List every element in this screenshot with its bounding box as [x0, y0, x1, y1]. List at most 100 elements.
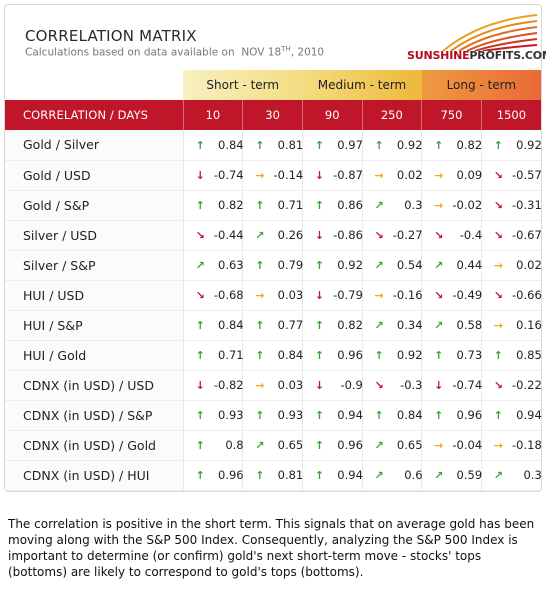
- arrow-right-icon: →: [374, 289, 384, 302]
- correlation-cell: → -0.16: [362, 280, 423, 311]
- correlation-cell: ↘ -0.27: [362, 220, 423, 251]
- correlation-cell: ↘ -0.67: [481, 220, 542, 251]
- correlation-value: 0.94: [337, 468, 363, 482]
- correlation-value: 0.93: [218, 408, 244, 422]
- correlation-cell: ↑ 0.97: [302, 130, 363, 161]
- correlation-cell: ↘ -0.57: [481, 160, 542, 191]
- column-header-label: CORRELATION / DAYS: [5, 100, 184, 130]
- band-long-term: Long - term: [421, 70, 541, 100]
- correlation-value: 0.73: [456, 348, 483, 362]
- correlation-value: -0.02: [452, 198, 483, 212]
- correlation-value: 0.92: [396, 137, 423, 152]
- arrow-down-icon: ↓: [314, 229, 325, 242]
- correlation-cell: ↘ -0.66: [481, 280, 542, 311]
- table-row: CDNX (in USD) / USD ↓ -0.82 → 0.03 ↓ -0.9 ↘ -0.3…: [5, 370, 542, 401]
- sun-rays-icon: [442, 14, 538, 51]
- analysis-note: The correlation is positive in the short…: [8, 517, 535, 579]
- correlation-value: -0.31: [512, 198, 542, 212]
- arrow-right-icon: →: [255, 289, 265, 302]
- correlation-cell: ↑ 0.93: [242, 400, 303, 431]
- correlation-value: -0.87: [333, 168, 363, 182]
- correlation-cell: ↓ -0.9: [302, 370, 363, 401]
- arrow-down-right-icon: ↘: [195, 229, 205, 242]
- arrow-up-right-icon: ↗: [374, 319, 384, 332]
- correlation-cell: ↑ 0.96: [183, 460, 244, 491]
- correlation-cell: ↗ 0.44: [421, 250, 483, 281]
- correlation-value: 0.92: [396, 348, 423, 362]
- column-header-days-750: 750: [421, 100, 482, 130]
- arrow-up-right-icon: ↗: [374, 469, 384, 482]
- correlation-value: 0.63: [218, 258, 244, 272]
- correlation-value: 0.82: [456, 137, 483, 152]
- correlation-value: 0.82: [337, 318, 363, 332]
- band-short-term: Short - term: [183, 70, 303, 100]
- correlation-cell: → 0.02: [481, 250, 542, 281]
- arrow-up-icon: ↑: [434, 349, 444, 362]
- correlation-cell: ↗ 0.58: [421, 310, 482, 341]
- correlation-cell: ↗ 0.3: [362, 190, 423, 221]
- arrow-down-icon: ↓: [314, 379, 325, 392]
- correlation-value: -0.18: [512, 438, 542, 452]
- row-label: HUI / Gold: [5, 340, 184, 371]
- correlation-value: 0.03: [277, 378, 304, 392]
- correlation-value: 0.26: [277, 228, 304, 242]
- column-header-days-10: 10: [183, 100, 244, 130]
- arrow-up-icon: ↑: [195, 319, 205, 332]
- correlation-value: -0.66: [512, 288, 542, 302]
- band-medium-term: Medium - term: [302, 70, 422, 100]
- correlation-cell: ↑ 0.85: [481, 340, 542, 371]
- correlation-value: 0.84: [277, 348, 304, 362]
- arrow-up-icon: ↑: [374, 138, 384, 152]
- correlation-cell: ↗ 0.54: [362, 250, 423, 281]
- correlation-cell: ↗ 0.26: [242, 220, 304, 251]
- correlation-value: 0.84: [218, 137, 244, 152]
- table-row: Gold / USD ↓ -0.74 → -0.14 ↓ -0.87 → 0.02 → 0.09 ↘ -…: [5, 160, 542, 191]
- table-row: CDNX (in USD) / Gold ↑ 0.8 ↗ 0.65 ↑ 0.96 ↗ 0.65 →…: [5, 430, 542, 461]
- correlation-value: -0.86: [333, 228, 363, 242]
- correlation-value: 0.97: [337, 137, 363, 152]
- correlation-cell: ↓ -0.79: [302, 280, 363, 311]
- row-label: CDNX (in USD) / USD: [5, 370, 184, 401]
- correlation-value: 0.92: [516, 137, 542, 152]
- correlation-cell: → -0.18: [481, 430, 542, 461]
- correlation-value: 0.65: [277, 438, 304, 452]
- table-row: CDNX (in USD) / HUI ↑ 0.96 ↑ 0.81 ↑ 0.94 ↗ 0.6 ↗ 0…: [5, 460, 542, 491]
- arrow-down-right-icon: ↘: [493, 199, 503, 212]
- sunshine-profits-logo[interactable]: SUNSHINEPROFITS.COM: [403, 13, 546, 63]
- arrow-up-right-icon: ↗: [434, 469, 444, 482]
- correlation-value: -0.4: [459, 228, 483, 242]
- correlation-value: 0.02: [396, 168, 423, 182]
- arrow-up-icon: ↑: [255, 409, 265, 422]
- correlation-value: 0.09: [456, 168, 483, 182]
- arrow-up-icon: ↑: [434, 138, 444, 152]
- correlation-cell: → -0.14: [242, 160, 303, 191]
- correlation-cell: → -0.02: [421, 190, 483, 221]
- correlation-value: 0.3: [404, 198, 423, 212]
- correlation-value: 0.94: [337, 408, 363, 422]
- logo-text-part1: SUNSHINE: [407, 49, 470, 62]
- correlation-value: 0.81: [277, 468, 304, 482]
- arrow-right-icon: →: [434, 199, 444, 212]
- column-header-row: CORRELATION / DAYS 10 30 90 250 750 1500: [5, 100, 541, 130]
- correlation-value: 0.44: [456, 258, 483, 272]
- arrow-up-right-icon: ↗: [434, 319, 444, 332]
- correlation-cell: ↑ 0.94: [481, 400, 542, 431]
- arrow-down-right-icon: ↘: [434, 229, 444, 242]
- row-label: Silver / USD: [5, 220, 184, 251]
- arrow-up-icon: ↑: [255, 319, 265, 332]
- correlation-cell: ↓ -0.86: [302, 220, 363, 251]
- row-label: CDNX (in USD) / Gold: [5, 430, 184, 461]
- arrow-right-icon: →: [255, 379, 265, 392]
- correlation-value: 0.6: [404, 468, 423, 482]
- correlation-cell: ↗ 0.59: [421, 460, 482, 491]
- correlation-table: Short - term Medium - term Long - term C…: [5, 70, 542, 491]
- correlation-cell: → 0.09: [421, 160, 483, 191]
- band-spacer: [5, 70, 184, 100]
- arrow-right-icon: →: [434, 169, 444, 182]
- arrow-up-icon: ↑: [314, 469, 325, 482]
- correlation-value: 0.96: [337, 348, 363, 362]
- correlation-cell: → 0.03: [242, 370, 304, 401]
- correlation-value: -0.68: [213, 288, 244, 302]
- correlation-cell: ↘ -0.22: [481, 370, 542, 401]
- correlation-cell: ↑ 0.82: [421, 130, 483, 161]
